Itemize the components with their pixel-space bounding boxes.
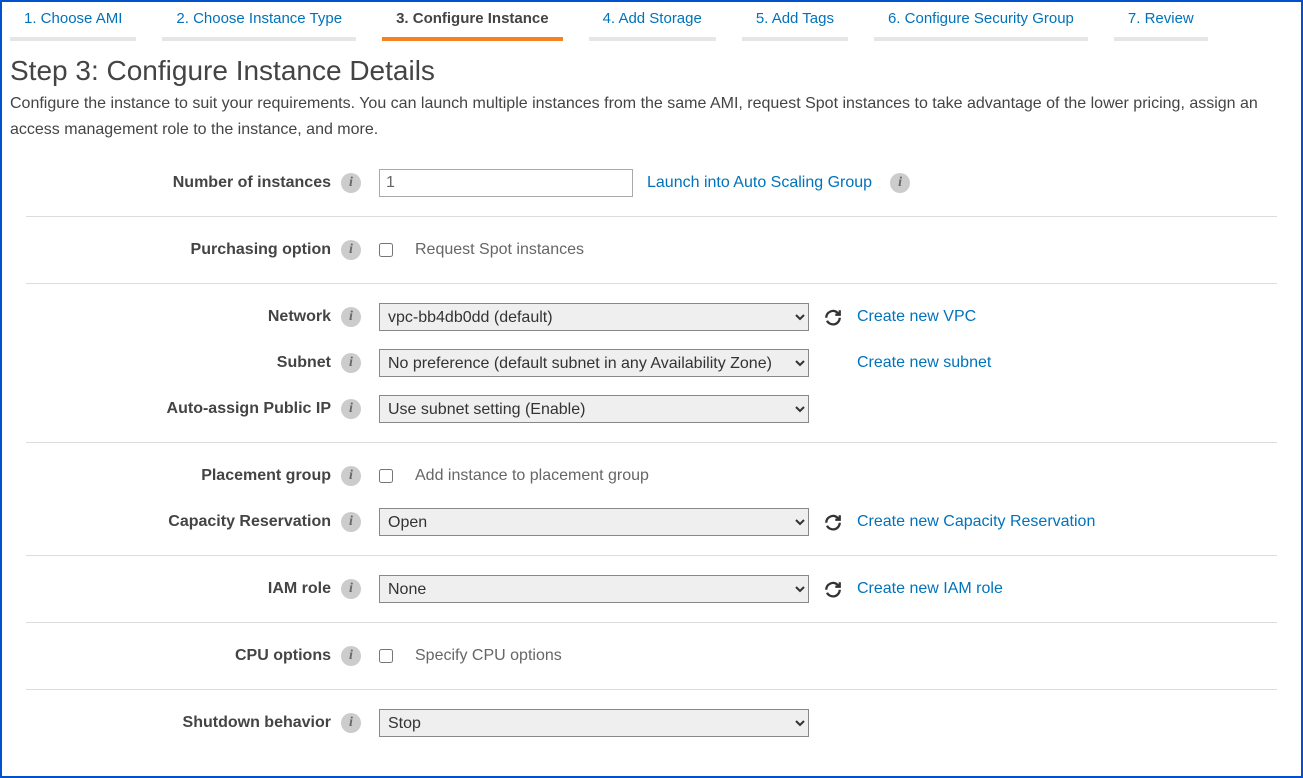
create-vpc-link[interactable]: Create new VPC — [857, 308, 976, 326]
tooltip-icon[interactable]: i — [341, 307, 361, 327]
subnet-select[interactable]: No preference (default subnet in any Ava… — [379, 349, 809, 377]
tab-choose-ami[interactable]: 1. Choose AMI — [10, 4, 136, 41]
label-network: Network — [26, 308, 337, 326]
page-description: Configure the instance to suit your requ… — [10, 91, 1293, 142]
wizard-tabs: 1. Choose AMI 2. Choose Instance Type 3.… — [6, 4, 1297, 41]
tooltip-icon[interactable]: i — [890, 173, 910, 193]
request-spot-label: Request Spot instances — [415, 241, 584, 259]
tooltip-icon[interactable]: i — [341, 240, 361, 260]
label-purchasing-option: Purchasing option — [26, 241, 337, 259]
launch-asg-link[interactable]: Launch into Auto Scaling Group — [647, 174, 872, 192]
tooltip-icon[interactable]: i — [341, 399, 361, 419]
tooltip-icon[interactable]: i — [341, 646, 361, 666]
tooltip-icon[interactable]: i — [341, 466, 361, 486]
create-iam-role-link[interactable]: Create new IAM role — [857, 580, 1003, 598]
number-of-instances-input[interactable] — [379, 169, 633, 197]
create-subnet-link[interactable]: Create new subnet — [857, 354, 991, 372]
refresh-icon[interactable] — [823, 307, 843, 327]
label-auto-assign-ip: Auto-assign Public IP — [26, 400, 337, 418]
placement-group-checkbox[interactable] — [379, 469, 393, 483]
cpu-options-label: Specify CPU options — [415, 647, 562, 665]
label-placement-group: Placement group — [26, 467, 337, 485]
tab-choose-instance-type[interactable]: 2. Choose Instance Type — [162, 4, 356, 41]
tooltip-icon[interactable]: i — [341, 353, 361, 373]
refresh-icon[interactable] — [823, 579, 843, 599]
tab-add-tags[interactable]: 5. Add Tags — [742, 4, 848, 41]
refresh-icon[interactable] — [823, 512, 843, 532]
auto-assign-ip-select[interactable]: Use subnet setting (Enable) — [379, 395, 809, 423]
label-iam-role: IAM role — [26, 580, 337, 598]
configure-form: Number of instances i Launch into Auto S… — [26, 150, 1277, 756]
label-subnet: Subnet — [26, 354, 337, 372]
tooltip-icon[interactable]: i — [341, 713, 361, 733]
placement-group-label: Add instance to placement group — [415, 467, 649, 485]
network-select[interactable]: vpc-bb4db0dd (default) — [379, 303, 809, 331]
tooltip-icon[interactable]: i — [341, 173, 361, 193]
capacity-reservation-select[interactable]: Open — [379, 508, 809, 536]
label-capacity-reservation: Capacity Reservation — [26, 513, 337, 531]
create-capacity-reservation-link[interactable]: Create new Capacity Reservation — [857, 513, 1095, 531]
tab-review[interactable]: 7. Review — [1114, 4, 1208, 41]
iam-role-select[interactable]: None — [379, 575, 809, 603]
tooltip-icon[interactable]: i — [341, 579, 361, 599]
cpu-options-checkbox[interactable] — [379, 649, 393, 663]
tooltip-icon[interactable]: i — [341, 512, 361, 532]
label-number-of-instances: Number of instances — [26, 174, 337, 192]
label-shutdown-behavior: Shutdown behavior — [26, 714, 337, 732]
label-cpu-options: CPU options — [26, 647, 337, 665]
request-spot-checkbox[interactable] — [379, 243, 393, 257]
tab-configure-instance[interactable]: 3. Configure Instance — [382, 4, 563, 41]
shutdown-behavior-select[interactable]: Stop — [379, 709, 809, 737]
page-title: Step 3: Configure Instance Details — [10, 55, 1297, 87]
tab-add-storage[interactable]: 4. Add Storage — [589, 4, 716, 41]
tab-configure-security-group[interactable]: 6. Configure Security Group — [874, 4, 1088, 41]
